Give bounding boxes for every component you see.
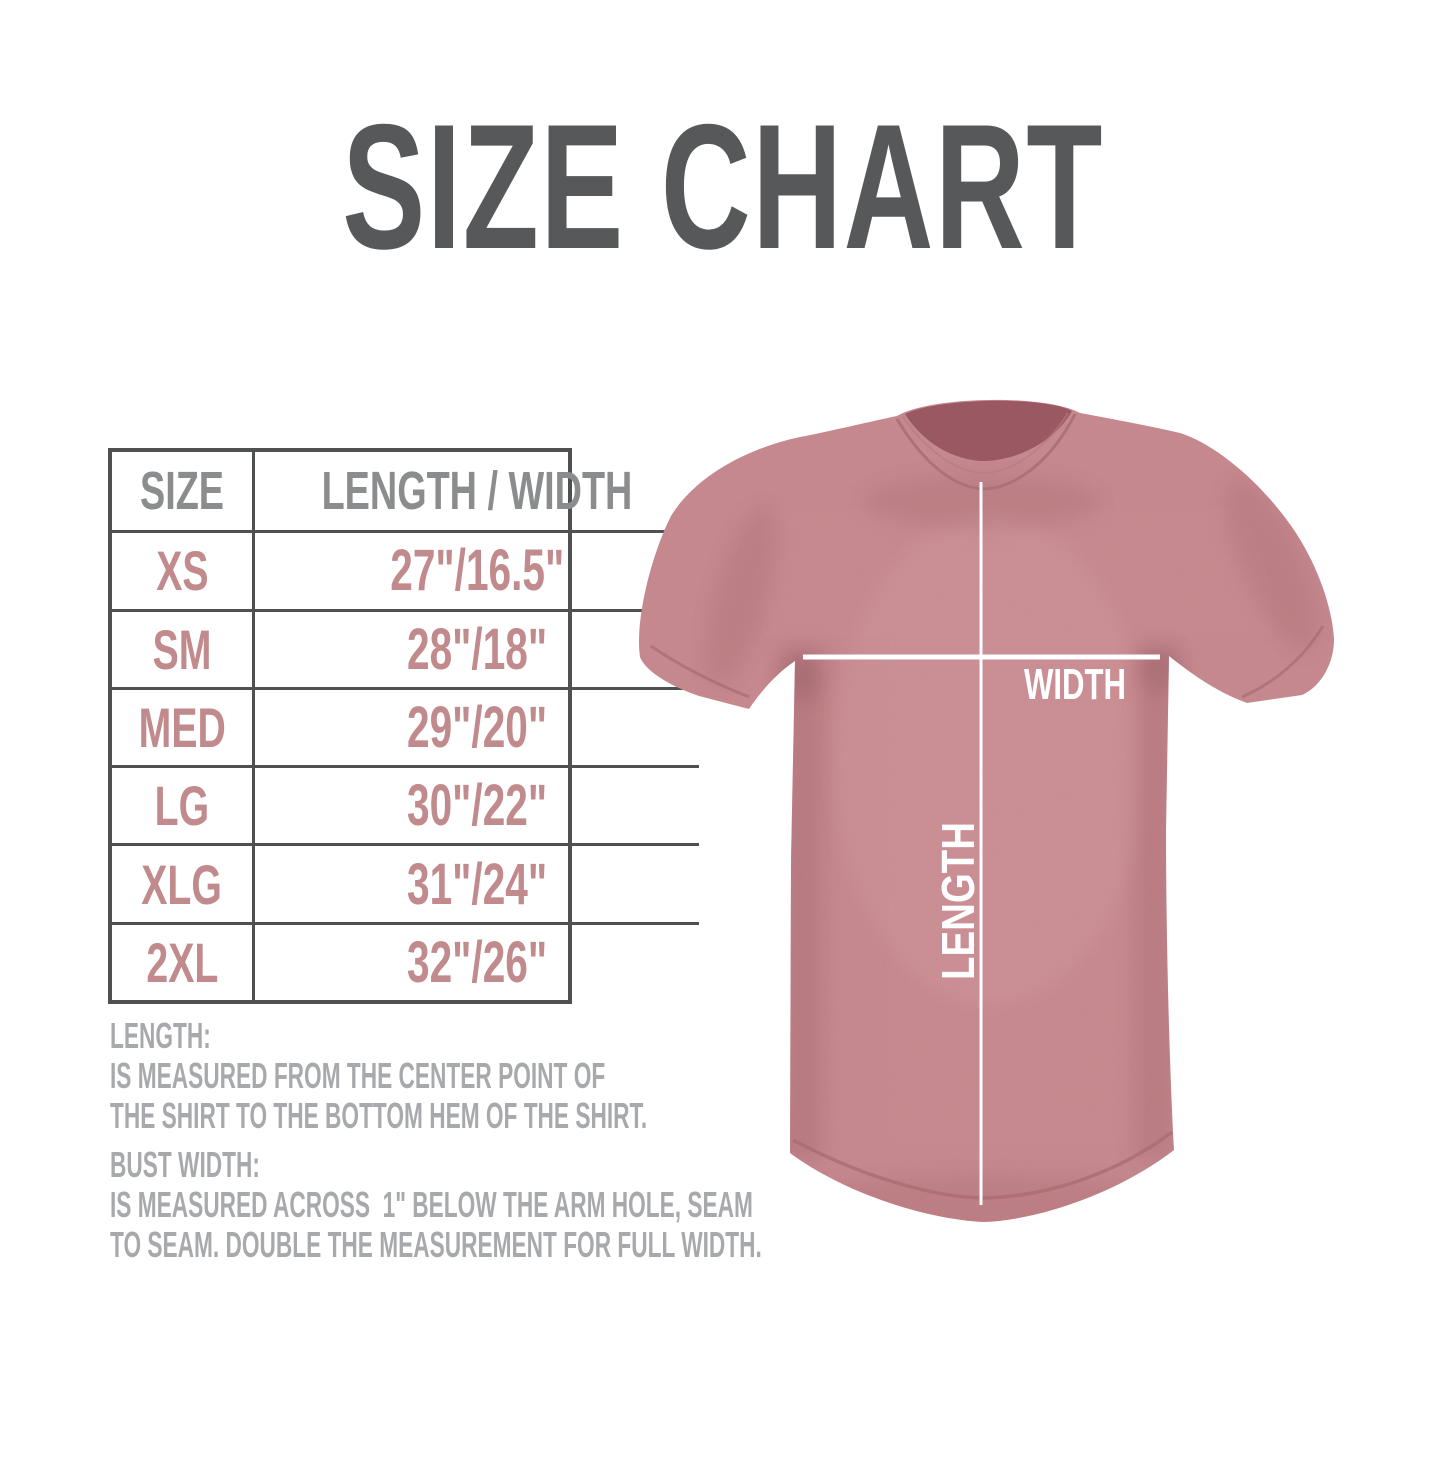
table-row-xs-measurement: 27"/16.5" (252, 530, 699, 609)
table-row-xlg-measurement: 31"/24" (252, 843, 699, 922)
bust-width-note-line2: TO SEAM. DOUBLE THE MEASUREMENT FOR FULL… (110, 1224, 762, 1265)
table-row-med-size: MED (112, 686, 252, 765)
size-cell: XS (155, 539, 209, 603)
table-row-med-measurement: 29"/20" (252, 686, 699, 766)
length-note-heading: LENGTH: (110, 1015, 211, 1056)
length-label: LENGTH (932, 822, 984, 980)
table-header-measurement-label: LENGTH / WIDTH (321, 461, 633, 522)
table-row-xlg-size: XLG (112, 843, 252, 921)
measurement-cell: 30"/22" (406, 773, 548, 839)
table-row-sm-size: SM (112, 608, 252, 687)
size-table: SIZE LENGTH / WIDTH XS 27"/16.5" SM 28"/… (108, 448, 699, 1004)
collar-inner-seam (902, 412, 1069, 475)
size-cell: 2XL (146, 930, 218, 994)
measurement-cell: 32"/26" (406, 929, 548, 995)
width-label: WIDTH (1024, 660, 1126, 709)
right-sleeve-seam (1241, 625, 1325, 699)
tshirt-photo: WIDTH LENGTH (600, 355, 1370, 1260)
table-row-lg-size: LG (112, 765, 252, 843)
measurement-cell: 29"/20" (406, 694, 548, 760)
table-header-size-label: SIZE (139, 461, 225, 522)
tshirt-svg: WIDTH LENGTH (638, 399, 1334, 1222)
heather-texture (638, 399, 1334, 1222)
measurement-notes: LENGTH: IS MEASURED FROM THE CENTER POIN… (110, 1016, 1145, 1274)
size-cell: LG (154, 774, 210, 838)
length-note: LENGTH: IS MEASURED FROM THE CENTER POIN… (110, 1016, 1145, 1136)
neck-opening (905, 400, 1072, 462)
size-cell: XLG (141, 852, 223, 916)
measurement-cell: 28"/18" (406, 616, 548, 682)
size-cell: SM (152, 617, 212, 681)
left-sleeve-seam (650, 644, 750, 699)
length-note-line1: IS MEASURED FROM THE CENTER POINT OF (110, 1055, 606, 1096)
length-note-line2: THE SHIRT TO THE BOTTOM HEM OF THE SHIRT… (110, 1095, 648, 1136)
page-title-row: SIZE CHART (0, 98, 1445, 276)
page-title: SIZE CHART (341, 87, 1104, 286)
collar-band-seam (895, 413, 1077, 491)
table-header-size: SIZE (112, 452, 252, 530)
size-cell: MED (138, 695, 226, 759)
bust-width-note-line1: IS MEASURED ACROSS 1" BELOW THE ARM HOLE… (110, 1184, 753, 1225)
table-row-2xl-measurement: 32"/26" (252, 921, 699, 1000)
measurement-cell: 27"/16.5" (389, 538, 564, 604)
table-row-2xl-size: 2XL (112, 921, 252, 1000)
bust-width-note-heading: BUST WIDTH: (110, 1144, 260, 1185)
measurement-cell: 31"/24" (406, 851, 548, 917)
table-row-lg-measurement: 30"/22" (252, 765, 699, 844)
table-row-xs-size: XS (112, 530, 252, 608)
table-header-measurement: LENGTH / WIDTH (252, 452, 699, 531)
bust-width-note: BUST WIDTH: IS MEASURED ACROSS 1" BELOW … (110, 1145, 1145, 1265)
table-row-sm-measurement: 28"/18" (252, 608, 699, 687)
